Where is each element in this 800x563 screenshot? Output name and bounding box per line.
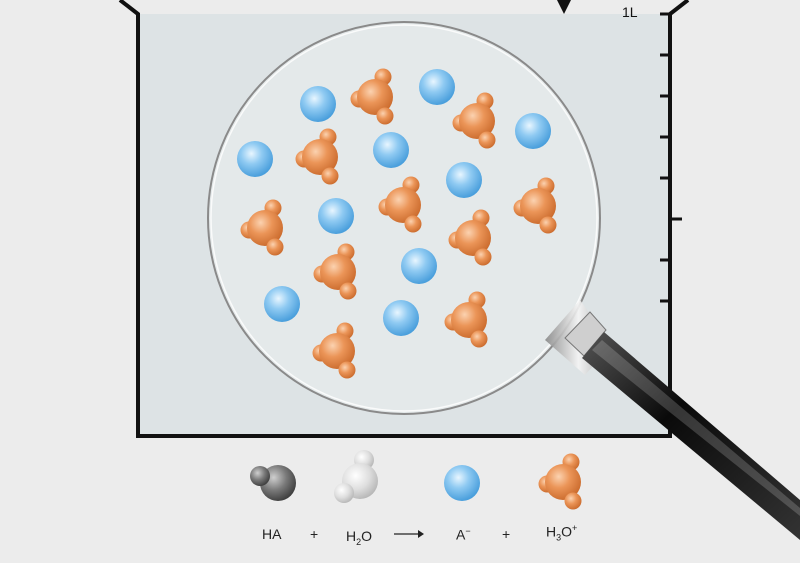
molecule-field xyxy=(237,68,557,379)
eq-ha: HA xyxy=(262,526,282,542)
hydronium-molecule xyxy=(350,68,394,125)
hydronium-molecule xyxy=(313,243,357,300)
magnifier-handle xyxy=(582,332,800,540)
eq-plus-1: + xyxy=(310,526,319,542)
eq-hydronium-h: H xyxy=(546,523,557,540)
hydronium-molecule xyxy=(378,176,422,233)
handle-shine xyxy=(592,340,800,516)
volume-label: 1L xyxy=(622,4,638,20)
hydronium-molecule xyxy=(312,322,356,379)
anion-molecule xyxy=(373,132,409,168)
hydronium-molecule xyxy=(295,128,339,185)
handle-ferrule xyxy=(564,311,607,357)
beaker-outline xyxy=(118,0,690,438)
anion-molecule xyxy=(300,86,336,122)
ha-molecule-icon xyxy=(250,465,296,501)
anion-molecule xyxy=(318,198,354,234)
hydronium-molecule xyxy=(452,92,496,149)
anion-molecule xyxy=(515,113,551,149)
anion-molecule xyxy=(446,162,482,198)
eq-water-o: O xyxy=(361,528,373,544)
spout-marker xyxy=(557,0,571,14)
eq-hydronium-o: O xyxy=(561,523,573,540)
hydronium-icon xyxy=(538,453,582,510)
anion-molecule xyxy=(237,141,273,177)
anion-icon xyxy=(444,465,480,501)
eq-anion: A− xyxy=(456,526,471,543)
eq-hydronium-charge: + xyxy=(572,523,578,533)
eq-anion-charge: − xyxy=(465,526,471,536)
eq-hydronium-sub: 3 xyxy=(556,532,562,543)
reaction-arrow-head xyxy=(418,530,424,538)
anion-molecule xyxy=(383,300,419,336)
hydronium-molecule xyxy=(513,177,557,234)
eq-plus-2: + xyxy=(502,526,511,542)
magnifying-glass-icon xyxy=(545,300,800,540)
hydronium-molecule xyxy=(448,209,492,266)
anion-molecule xyxy=(401,248,437,284)
anion-molecule xyxy=(264,286,300,322)
lens-rim-highlight xyxy=(210,24,598,412)
eq-water-h: H xyxy=(346,528,357,544)
eq-water: H2O xyxy=(346,528,372,547)
water-molecule-icon xyxy=(334,450,378,503)
eq-water-sub: 2 xyxy=(356,536,362,547)
hydronium-molecule xyxy=(444,291,488,348)
eq-anion-a: A xyxy=(456,526,466,543)
anion-molecule xyxy=(419,69,455,105)
legend xyxy=(250,450,582,510)
eq-hydronium: H3O+ xyxy=(546,523,577,542)
hydronium-molecule xyxy=(240,199,284,256)
volume-scale xyxy=(660,12,682,303)
